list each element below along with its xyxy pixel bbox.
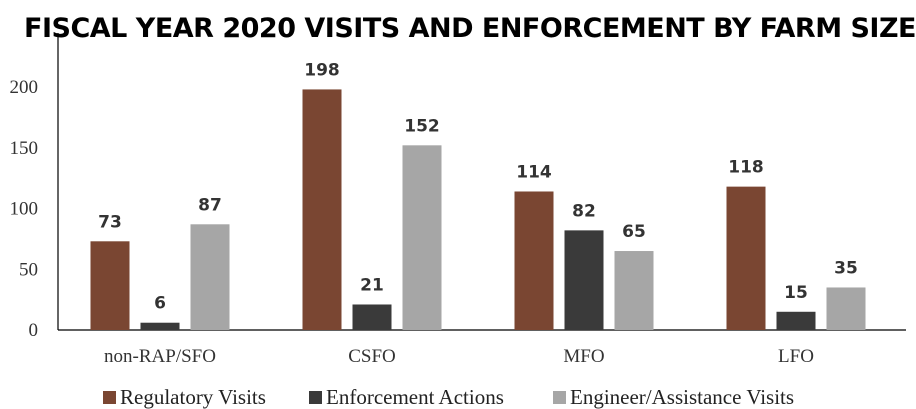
data-labels: 73 6 87 198 21 152 114 82 65 118 15 35	[98, 60, 858, 313]
x-tick-label-lfo: LFO	[778, 346, 814, 367]
bar-lfo-engineer-assistance-visits	[826, 287, 866, 330]
bar-mfo-engineer-assistance-visits	[614, 251, 654, 330]
y-tick-labels: 0 50 100 150 200	[10, 77, 39, 341]
data-label-mfo-engineer-assistance-visits: 65	[622, 222, 646, 242]
x-tick-labels: non-RAP/SFO CSFO MFO LFO	[104, 346, 814, 367]
data-label-non-rap-sfo-engineer-assistance-visits: 87	[198, 195, 222, 215]
bar-non-rap-sfo-regulatory-visits	[90, 241, 130, 330]
data-label-lfo-enforcement-actions: 15	[784, 283, 808, 303]
data-label-lfo-regulatory-visits: 118	[728, 158, 764, 178]
bar-csfo-enforcement-actions	[352, 304, 392, 330]
bar-mfo-regulatory-visits	[514, 191, 554, 330]
legend-label-enforcement-actions: Enforcement Actions	[326, 385, 504, 409]
data-label-mfo-enforcement-actions: 82	[572, 201, 596, 221]
bar-csfo-engineer-assistance-visits	[402, 145, 442, 330]
data-label-non-rap-sfo-enforcement-actions: 6	[154, 294, 166, 314]
data-label-csfo-regulatory-visits: 198	[304, 60, 340, 80]
bars	[90, 89, 866, 331]
x-tick-label-mfo: MFO	[563, 346, 604, 367]
y-tick-label-50: 50	[19, 259, 38, 280]
chart-title: FISCAL YEAR 2020 VISITS AND ENFORCEMENT …	[24, 13, 916, 44]
x-tick-label-non-rap-sfo: non-RAP/SFO	[104, 346, 216, 367]
data-label-non-rap-sfo-regulatory-visits: 73	[98, 212, 122, 232]
bar-non-rap-sfo-enforcement-actions	[140, 322, 180, 330]
data-label-mfo-regulatory-visits: 114	[516, 162, 552, 182]
y-tick-label-150: 150	[10, 138, 39, 159]
y-tick-label-100: 100	[10, 199, 39, 220]
bar-lfo-enforcement-actions	[776, 311, 816, 330]
data-label-lfo-engineer-assistance-visits: 35	[834, 258, 858, 278]
bar-csfo-regulatory-visits	[302, 89, 342, 331]
y-tick-label-200: 200	[10, 77, 39, 98]
legend-swatch-engineer-assistance-visits	[553, 391, 566, 404]
legend: Regulatory Visits Enforcement Actions Engi…	[103, 385, 794, 409]
legend-label-regulatory-visits: Regulatory Visits	[120, 385, 266, 409]
data-label-csfo-engineer-assistance-visits: 152	[404, 116, 440, 136]
bar-lfo-regulatory-visits	[726, 186, 766, 330]
data-label-csfo-enforcement-actions: 21	[360, 275, 384, 295]
legend-label-engineer-assistance-visits: Engineer/Assistance Visits	[570, 385, 794, 409]
bar-non-rap-sfo-engineer-assistance-visits	[190, 224, 230, 330]
bar-mfo-enforcement-actions	[564, 230, 604, 330]
x-tick-label-csfo: CSFO	[348, 346, 396, 367]
legend-swatch-regulatory-visits	[103, 391, 116, 404]
legend-swatch-enforcement-actions	[309, 391, 322, 404]
y-tick-label-0: 0	[29, 320, 39, 341]
